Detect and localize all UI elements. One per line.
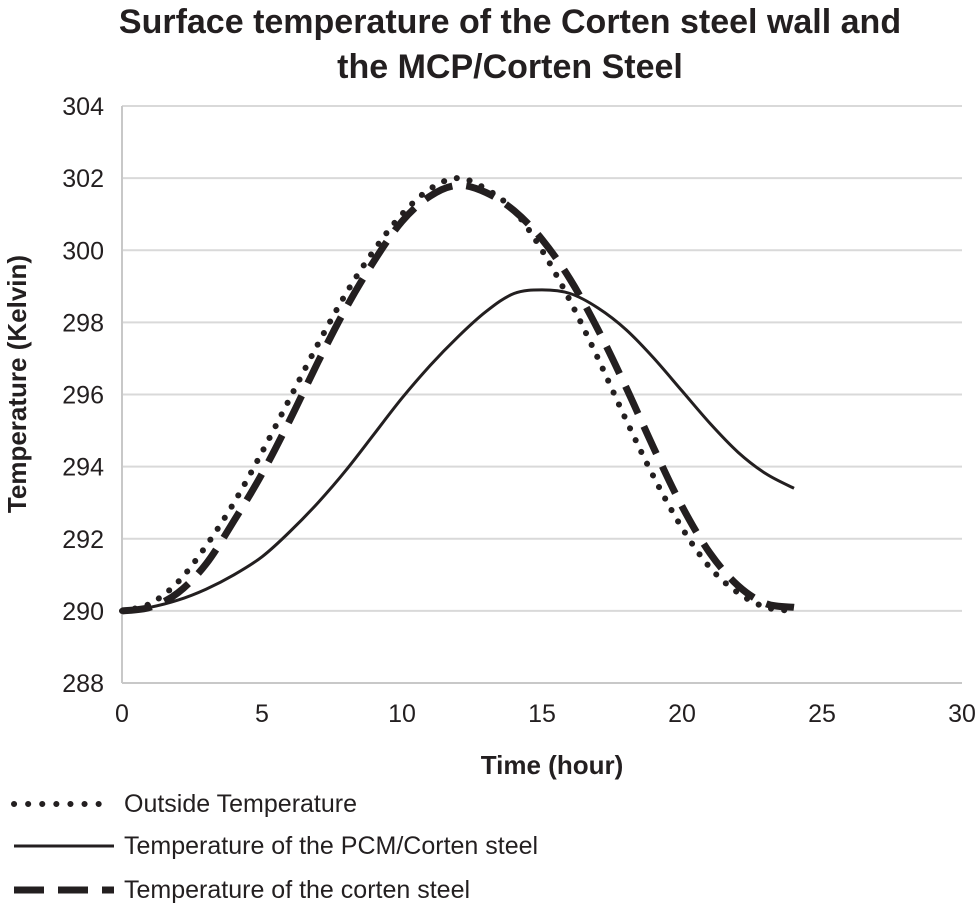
- y-tick-label: 296: [62, 382, 104, 410]
- legend-item-outside: Outside Temperature: [0, 786, 975, 822]
- legend-item-corten: Temperature of the corten steel: [0, 872, 975, 908]
- chart-title-line-1: Surface temperature of the Corten steel …: [118, 3, 902, 41]
- line-chart: 288 290 292 294 296 298 300 302 304 0 5 10 15 20 25 30…: [2, 93, 975, 780]
- x-axis-label: Time (hour): [481, 750, 624, 780]
- legend-swatch-dashed: [14, 886, 114, 894]
- y-tick-label: 298: [62, 309, 104, 337]
- x-tick-label: 30: [948, 700, 975, 728]
- y-tick-label: 288: [62, 670, 104, 698]
- y-axis-ticks: 288 290 292 294 296 298 300 302 304: [62, 93, 104, 698]
- x-axis-ticks: 0 5 10 15 20 25 30: [115, 700, 975, 728]
- y-tick-label: 300: [62, 237, 104, 265]
- axes: [121, 106, 962, 684]
- x-tick-label: 25: [808, 700, 836, 728]
- gridlines: [122, 105, 962, 612]
- x-tick-label: 10: [388, 700, 416, 728]
- legend-item-pcm: Temperature of the PCM/Corten steel: [0, 828, 975, 864]
- legend-label: Temperature of the PCM/Corten steel: [124, 832, 539, 860]
- chart-title: Surface temperature of the Corten steel …: [0, 0, 975, 90]
- x-tick-label: 20: [668, 700, 696, 728]
- series-lines: [119, 175, 797, 615]
- legend-swatch-solid: [14, 844, 114, 848]
- legend-swatch-dotted: [11, 801, 113, 807]
- x-tick-label: 5: [255, 700, 269, 728]
- y-tick-label: 290: [62, 598, 104, 626]
- chart-title-line-2: the MCP/Corten Steel: [337, 48, 683, 86]
- series-line-dashed: [121, 181, 795, 615]
- y-tick-label: 304: [62, 93, 104, 121]
- legend-label: Temperature of the corten steel: [124, 876, 471, 904]
- y-axis-label: Temperature (Kelvin): [2, 255, 32, 513]
- y-tick-label: 292: [62, 526, 104, 554]
- y-tick-label: 294: [62, 454, 104, 482]
- series-line-dotted: [119, 175, 797, 614]
- y-tick-label: 302: [62, 165, 104, 193]
- series-line-solid: [121, 288, 795, 613]
- legend-label: Outside Temperature: [124, 790, 357, 818]
- x-tick-label: 15: [528, 700, 556, 728]
- x-tick-label: 0: [115, 700, 129, 728]
